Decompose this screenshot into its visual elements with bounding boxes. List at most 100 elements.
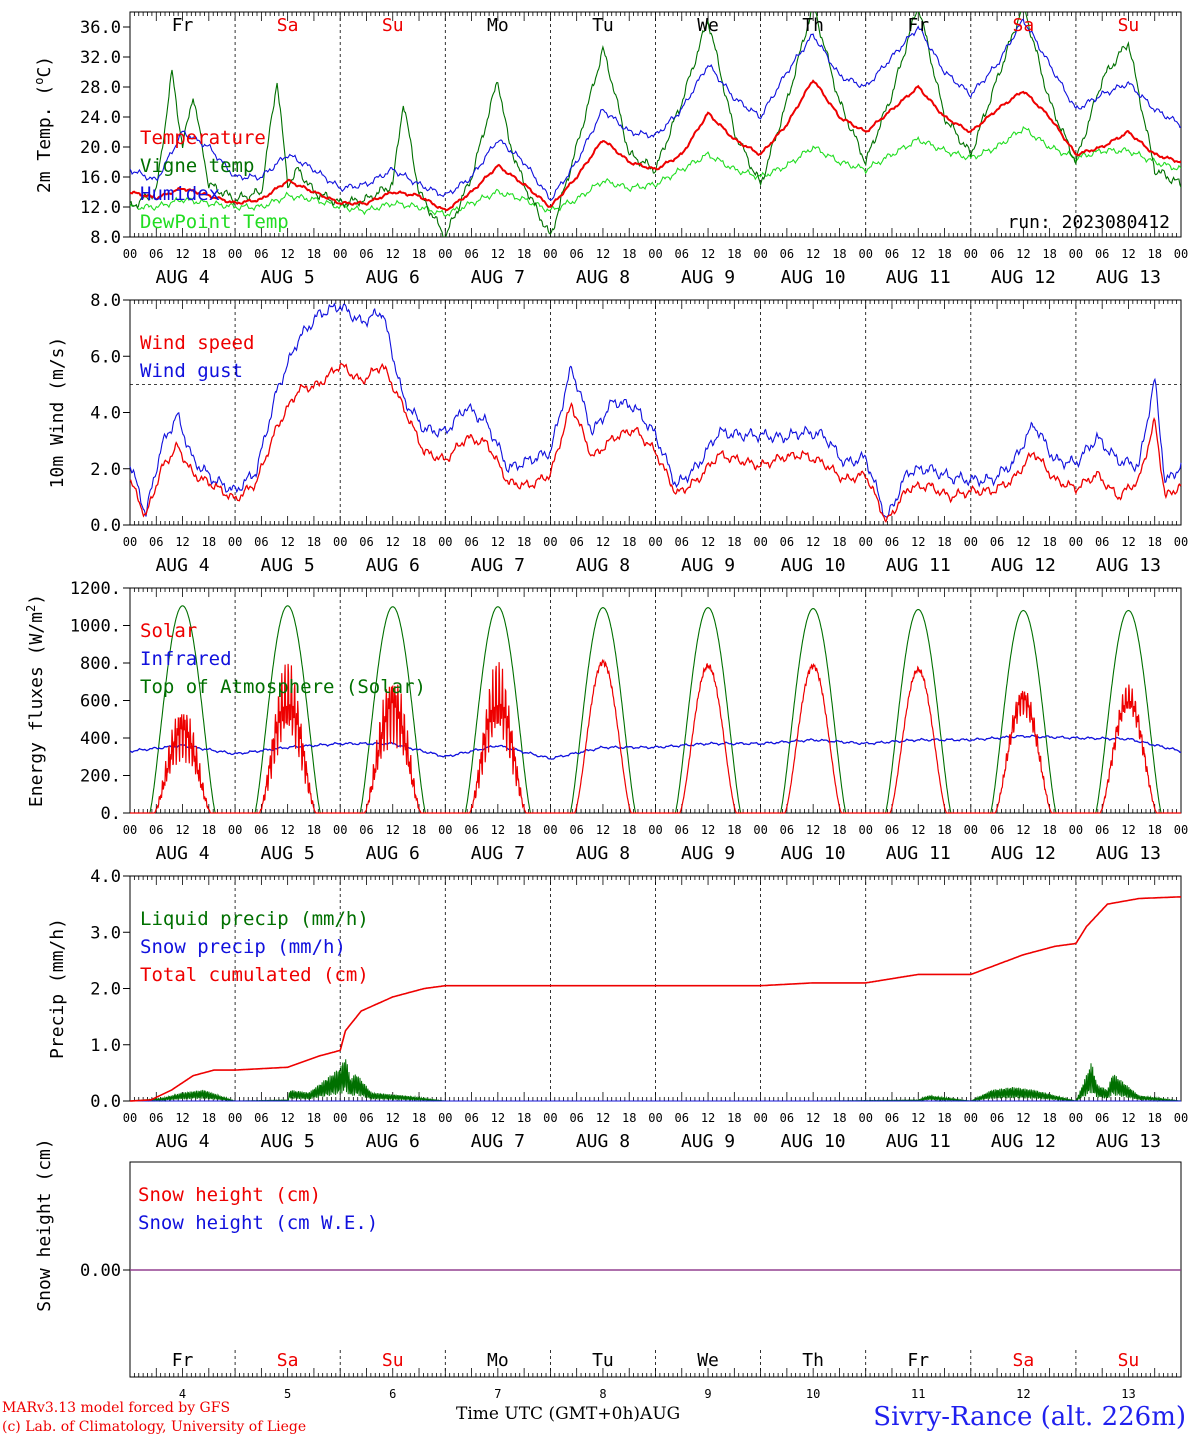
weekday-label: Su (382, 15, 404, 36)
hour-tick-label: 18 (622, 823, 636, 837)
hour-tick-label: 06 (780, 247, 794, 261)
hour-tick-label: 12 (701, 535, 715, 549)
weekday-label: We (697, 1350, 719, 1371)
hour-tick-label: 12 (491, 1111, 505, 1125)
hour-tick-label: 06 (1095, 823, 1109, 837)
weekday-label: Mo (487, 15, 509, 36)
panel-frame-energy (129, 587, 1182, 814)
weekday-label: Fr (172, 1350, 194, 1371)
hour-tick-label: 12 (1016, 823, 1030, 837)
hour-tick-label: 18 (307, 1111, 321, 1125)
weekday-label: Mo (487, 1350, 509, 1371)
hour-tick-label: 18 (727, 535, 741, 549)
weekday-label: Th (802, 15, 824, 36)
date-label: AUG 4 (155, 267, 209, 288)
weekday-label: Fr (907, 15, 929, 36)
legend-entry: Infrared (140, 648, 232, 670)
hour-tick-label: 06 (1095, 247, 1109, 261)
y-tick-label: 24.0 (80, 108, 121, 128)
lab-credit: (c) Lab. of Climatology, University of L… (2, 1419, 307, 1435)
hour-tick-label: 06 (569, 823, 583, 837)
hour-tick-label: 12 (806, 535, 820, 549)
y-axis-label: Precip (mm/h) (47, 918, 68, 1059)
y-tick-label: 20.0 (80, 138, 121, 158)
hour-tick-label: 18 (307, 823, 321, 837)
hour-tick-label: 12 (911, 535, 925, 549)
weekday-label: Sa (277, 1350, 299, 1371)
y-tick-label: 8.0 (90, 228, 121, 248)
hour-tick-label: 18 (412, 247, 426, 261)
hour-tick-label: 06 (885, 247, 899, 261)
hour-tick-label: 00 (648, 247, 662, 261)
time-axis-label: Time UTC (GMT+0h)AUG (456, 1404, 681, 1424)
hour-tick-label: 00 (648, 535, 662, 549)
hour-tick-label: 00 (964, 823, 978, 837)
hour-tick-label: 12 (386, 535, 400, 549)
date-label: AUG 5 (261, 555, 315, 576)
series-line-wind-speed (129, 362, 1182, 523)
hour-tick-label: 12 (1121, 247, 1135, 261)
hour-tick-label: 06 (359, 823, 373, 837)
date-label: AUG 9 (681, 1131, 735, 1152)
hour-tick-label: 12 (491, 535, 505, 549)
day-number-label: 4 (179, 1387, 186, 1401)
date-label: AUG 8 (576, 555, 630, 576)
hour-tick-label: 18 (832, 535, 846, 549)
hour-tick-label: 00 (753, 1111, 767, 1125)
y-tick-label: 1000. (70, 617, 121, 637)
y-tick-label: 0.0 (90, 516, 121, 536)
date-label: AUG 7 (471, 843, 525, 864)
hour-tick-label: 06 (464, 1111, 478, 1125)
hour-tick-label: 06 (149, 535, 163, 549)
hour-tick-label: 06 (990, 535, 1004, 549)
weekday-label: We (697, 15, 719, 36)
hour-tick-label: 18 (832, 247, 846, 261)
hour-tick-label: 06 (1095, 535, 1109, 549)
date-label: AUG 5 (261, 267, 315, 288)
series-line-dewpoint-temp (130, 125, 1181, 217)
hour-tick-label: 12 (175, 247, 189, 261)
hour-tick-label: 06 (990, 247, 1004, 261)
date-label: AUG 12 (991, 267, 1056, 288)
hour-tick-label: 00 (753, 535, 767, 549)
date-label: AUG 13 (1096, 267, 1161, 288)
y-tick-label: 600. (80, 692, 121, 712)
hour-tick-label: 18 (727, 247, 741, 261)
hour-tick-label: 12 (1121, 823, 1135, 837)
hour-tick-label: 00 (1174, 1111, 1188, 1125)
hour-tick-label: 12 (596, 1111, 610, 1125)
hour-tick-label: 18 (937, 535, 951, 549)
y-axis-label: Snow height (cm) (34, 1138, 55, 1311)
hour-tick-label: 12 (280, 247, 294, 261)
hour-tick-label: 12 (491, 823, 505, 837)
date-label: AUG 8 (576, 1131, 630, 1152)
hour-tick-label: 06 (149, 823, 163, 837)
y-tick-label: 400. (80, 729, 121, 749)
date-label: AUG 11 (886, 843, 951, 864)
hour-tick-label: 18 (937, 247, 951, 261)
hour-tick-label: 00 (228, 1111, 242, 1125)
hour-tick-label: 00 (648, 1111, 662, 1125)
hour-tick-label: 00 (123, 247, 137, 261)
weekday-label: Su (382, 1350, 404, 1371)
date-label: AUG 7 (471, 555, 525, 576)
hour-tick-label: 06 (254, 1111, 268, 1125)
weekday-label: Su (1118, 15, 1140, 36)
date-label: AUG 12 (991, 843, 1056, 864)
hour-tick-label: 12 (596, 535, 610, 549)
date-label: AUG 11 (886, 1131, 951, 1152)
y-tick-label: 16.0 (80, 168, 121, 188)
date-label: AUG 9 (681, 267, 735, 288)
day-number-label: 13 (1121, 1387, 1135, 1401)
hour-tick-label: 18 (832, 1111, 846, 1125)
date-label: AUG 9 (681, 555, 735, 576)
date-label: AUG 11 (886, 555, 951, 576)
date-label: AUG 13 (1096, 1131, 1161, 1152)
y-tick-label: 2.0 (90, 460, 121, 480)
date-label: AUG 8 (576, 267, 630, 288)
hour-tick-label: 06 (569, 535, 583, 549)
series-line-wind-gust (129, 302, 1182, 518)
hour-tick-label: 18 (307, 535, 321, 549)
hour-tick-label: 00 (543, 535, 557, 549)
